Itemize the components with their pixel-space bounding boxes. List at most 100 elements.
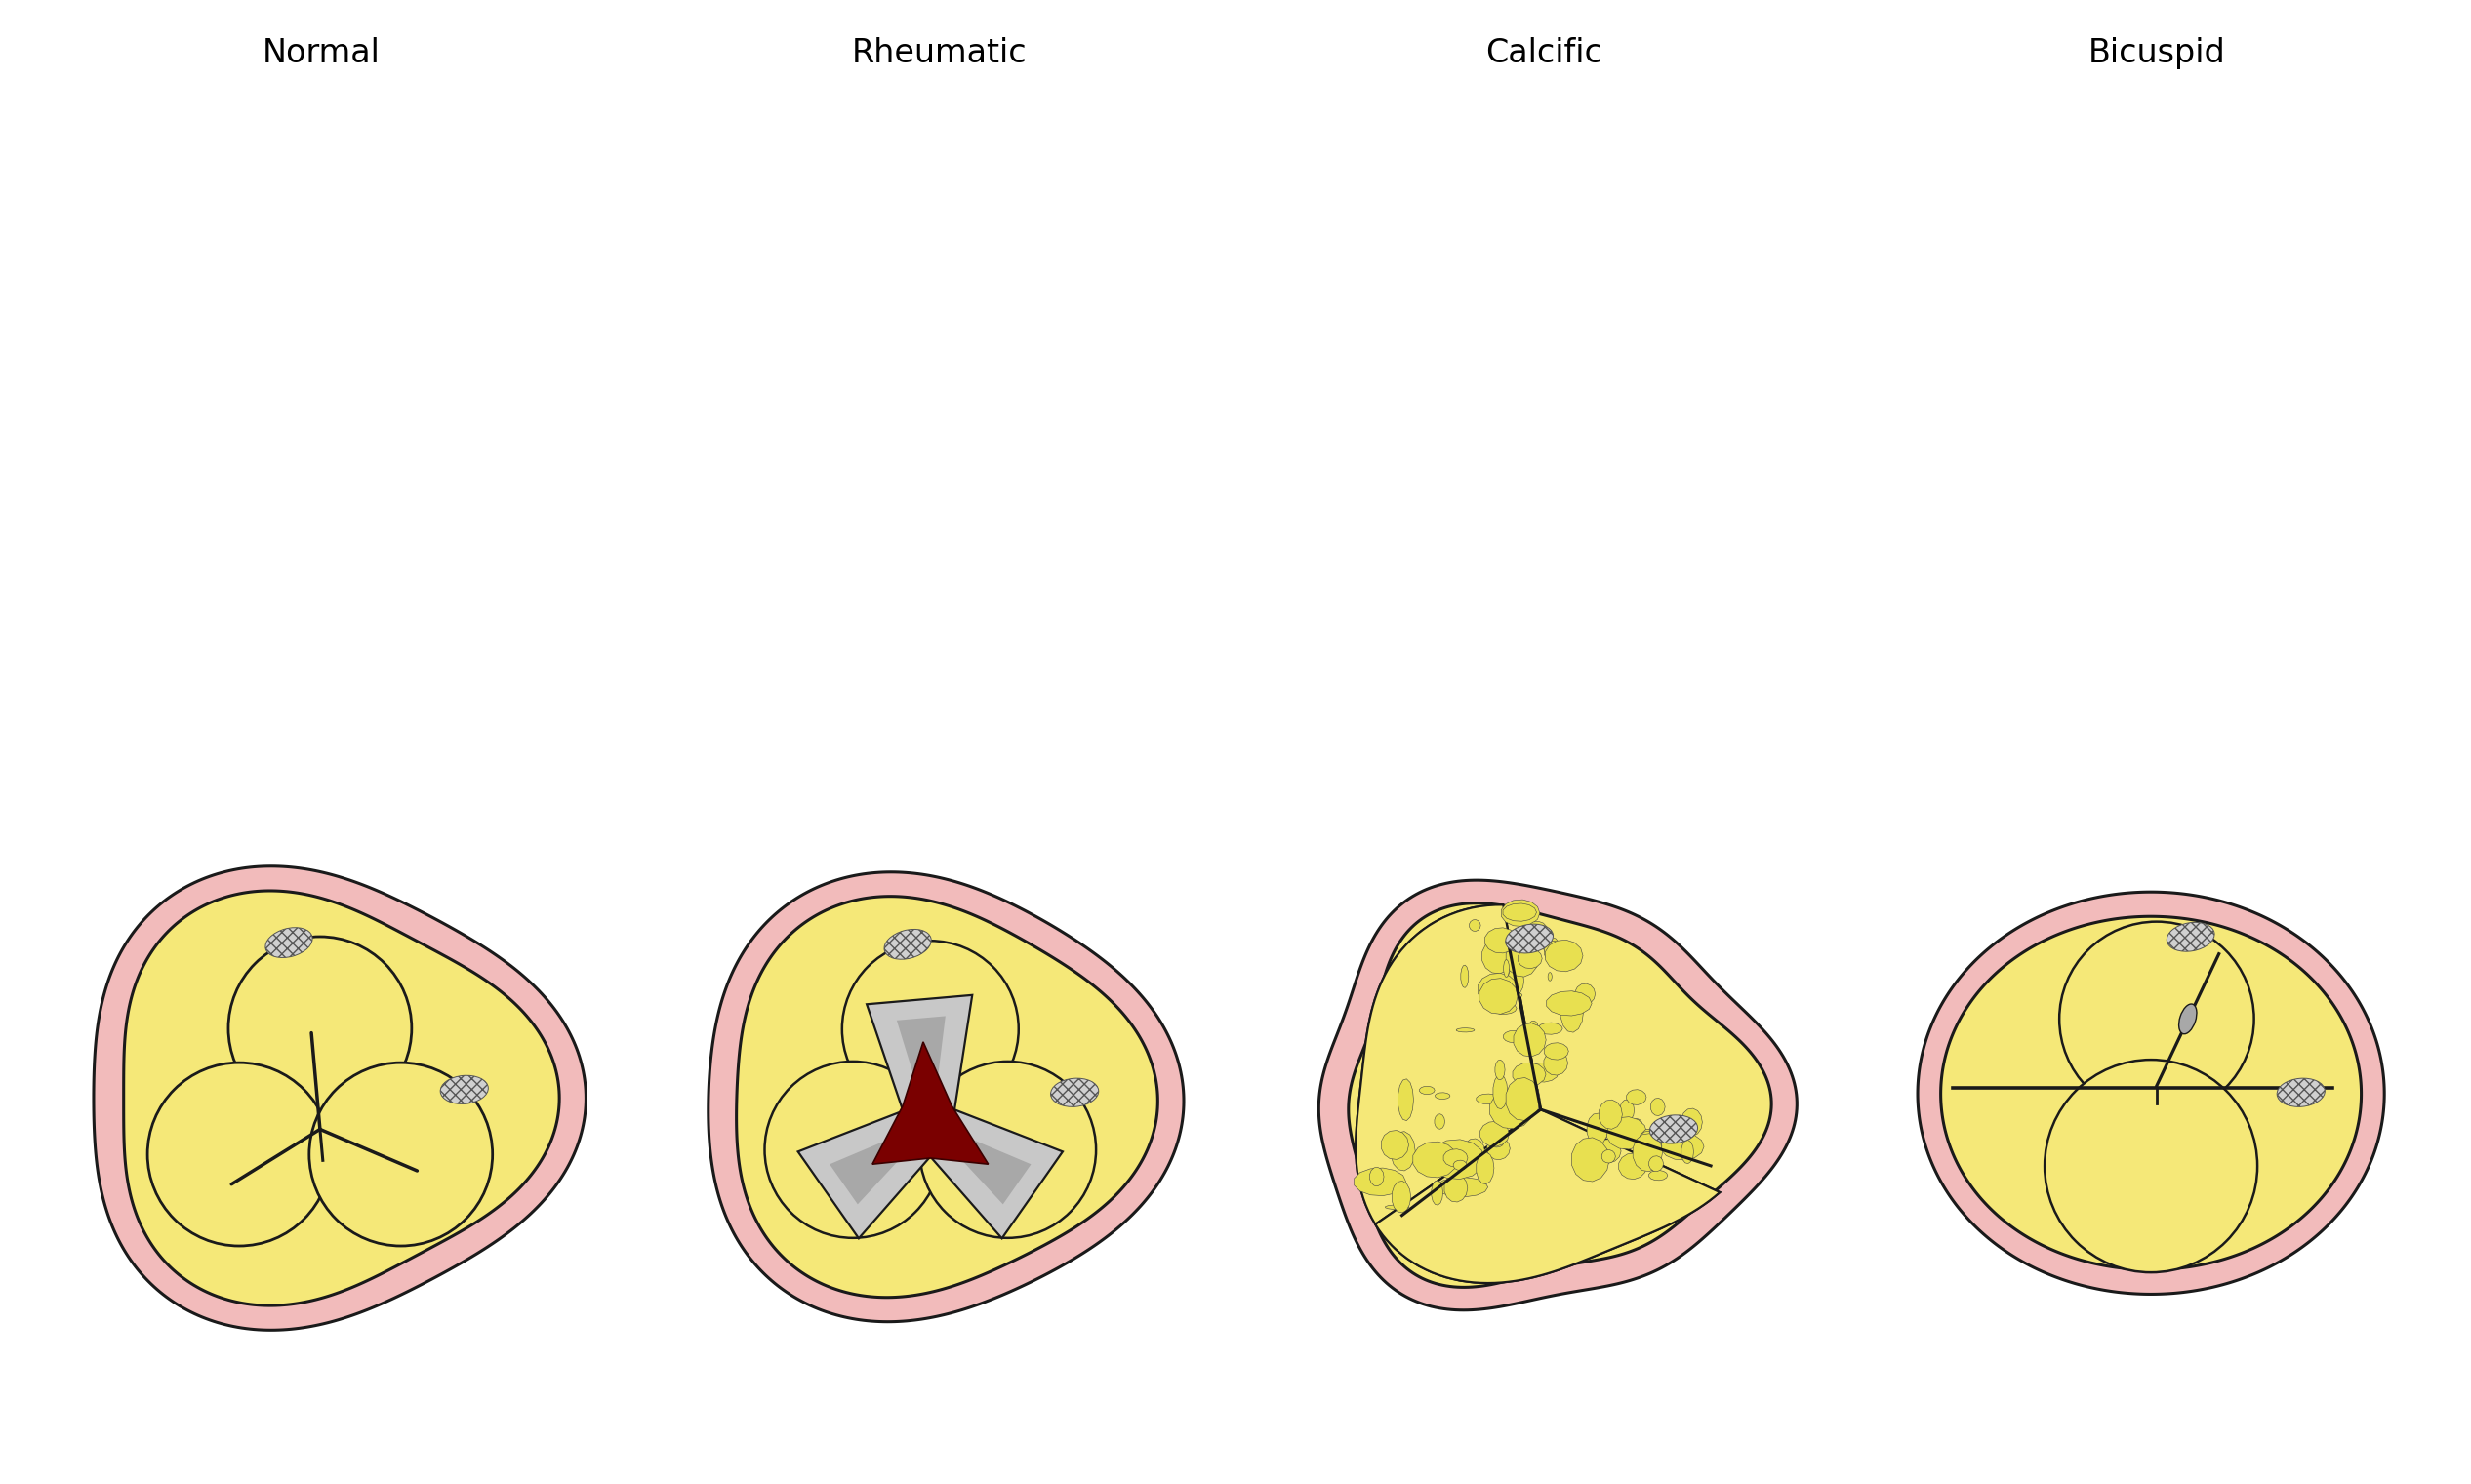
Ellipse shape: [1651, 1114, 1698, 1144]
Polygon shape: [1631, 1119, 1643, 1129]
Polygon shape: [1544, 1043, 1569, 1060]
Polygon shape: [1460, 965, 1468, 988]
Polygon shape: [1661, 1134, 1705, 1160]
Ellipse shape: [440, 1076, 489, 1104]
Polygon shape: [1483, 939, 1515, 974]
Polygon shape: [1453, 1160, 1468, 1171]
Circle shape: [919, 1061, 1097, 1238]
Polygon shape: [1502, 899, 1539, 926]
Polygon shape: [897, 1017, 946, 1088]
Polygon shape: [1381, 1131, 1408, 1159]
Polygon shape: [1527, 1063, 1559, 1082]
Circle shape: [309, 1063, 492, 1247]
Polygon shape: [1621, 1100, 1633, 1120]
Polygon shape: [1436, 1114, 1446, 1129]
Polygon shape: [1386, 1205, 1408, 1209]
Polygon shape: [867, 994, 971, 1125]
Circle shape: [843, 941, 1018, 1117]
Polygon shape: [1431, 1181, 1443, 1205]
Polygon shape: [1505, 939, 1539, 976]
Ellipse shape: [2276, 1079, 2325, 1107]
Polygon shape: [1641, 1131, 1656, 1147]
Ellipse shape: [2167, 923, 2214, 951]
Ellipse shape: [1050, 1079, 1100, 1107]
Polygon shape: [1446, 1174, 1468, 1202]
Polygon shape: [1917, 892, 2385, 1294]
Polygon shape: [1537, 1022, 1562, 1034]
Polygon shape: [1527, 922, 1547, 942]
Polygon shape: [1633, 1129, 1663, 1144]
Ellipse shape: [1505, 925, 1554, 953]
Polygon shape: [1475, 1152, 1495, 1184]
Polygon shape: [1515, 1022, 1547, 1057]
Polygon shape: [736, 896, 1159, 1297]
Text: Rheumatic: Rheumatic: [852, 37, 1025, 70]
Polygon shape: [1648, 1156, 1663, 1171]
Polygon shape: [1490, 1140, 1502, 1147]
Polygon shape: [1562, 991, 1584, 1033]
Polygon shape: [1320, 880, 1796, 1310]
Polygon shape: [917, 1106, 1063, 1238]
Polygon shape: [1502, 1031, 1525, 1043]
Polygon shape: [1544, 939, 1584, 972]
Text: Calcific: Calcific: [1485, 37, 1604, 70]
Ellipse shape: [885, 929, 932, 959]
Polygon shape: [1680, 1109, 1703, 1135]
Polygon shape: [1391, 1181, 1411, 1212]
Polygon shape: [1492, 1003, 1517, 1014]
Polygon shape: [1574, 984, 1596, 1005]
Polygon shape: [1488, 1137, 1510, 1160]
Polygon shape: [1357, 905, 1542, 1224]
Polygon shape: [94, 867, 586, 1330]
Polygon shape: [798, 1106, 944, 1238]
Polygon shape: [1507, 968, 1525, 994]
Ellipse shape: [2179, 1005, 2197, 1034]
Polygon shape: [1619, 1153, 1646, 1180]
Polygon shape: [1463, 1138, 1485, 1165]
Polygon shape: [1495, 1060, 1505, 1080]
Polygon shape: [1680, 1140, 1693, 1163]
Polygon shape: [830, 1137, 904, 1205]
Polygon shape: [1480, 1122, 1510, 1147]
Polygon shape: [1428, 1140, 1485, 1180]
Polygon shape: [1455, 1028, 1475, 1033]
Polygon shape: [1349, 904, 1772, 1287]
Ellipse shape: [264, 928, 311, 957]
Circle shape: [764, 1061, 941, 1238]
Polygon shape: [1376, 1110, 1720, 1284]
Polygon shape: [1399, 1079, 1413, 1120]
Polygon shape: [1480, 978, 1517, 1014]
Polygon shape: [1517, 948, 1542, 969]
Polygon shape: [1544, 936, 1559, 956]
Polygon shape: [1492, 1074, 1507, 1109]
Polygon shape: [1512, 1063, 1547, 1086]
Polygon shape: [1475, 1094, 1500, 1104]
Polygon shape: [1369, 1168, 1384, 1186]
Text: Normal: Normal: [262, 37, 381, 70]
Polygon shape: [1572, 1138, 1609, 1181]
Polygon shape: [1586, 1113, 1609, 1146]
Polygon shape: [1505, 1077, 1539, 1120]
Polygon shape: [1418, 1086, 1436, 1094]
Polygon shape: [1626, 1089, 1646, 1106]
Polygon shape: [1443, 1149, 1468, 1166]
Polygon shape: [1413, 1141, 1458, 1178]
Circle shape: [227, 936, 413, 1120]
Polygon shape: [1601, 1150, 1616, 1163]
Polygon shape: [1436, 1092, 1450, 1100]
Polygon shape: [1638, 1129, 1663, 1163]
Polygon shape: [1544, 1051, 1567, 1076]
Polygon shape: [1547, 991, 1591, 1015]
Polygon shape: [1609, 1128, 1619, 1138]
Polygon shape: [1544, 941, 1562, 963]
Polygon shape: [1502, 960, 1510, 976]
Polygon shape: [1357, 905, 1720, 1284]
Polygon shape: [1648, 1171, 1668, 1180]
Polygon shape: [1485, 928, 1517, 953]
Circle shape: [2058, 922, 2254, 1116]
Polygon shape: [1594, 1140, 1621, 1163]
Polygon shape: [1510, 993, 1522, 997]
Text: Bicuspid: Bicuspid: [2088, 37, 2226, 70]
Polygon shape: [124, 890, 558, 1306]
Polygon shape: [1633, 1134, 1663, 1171]
